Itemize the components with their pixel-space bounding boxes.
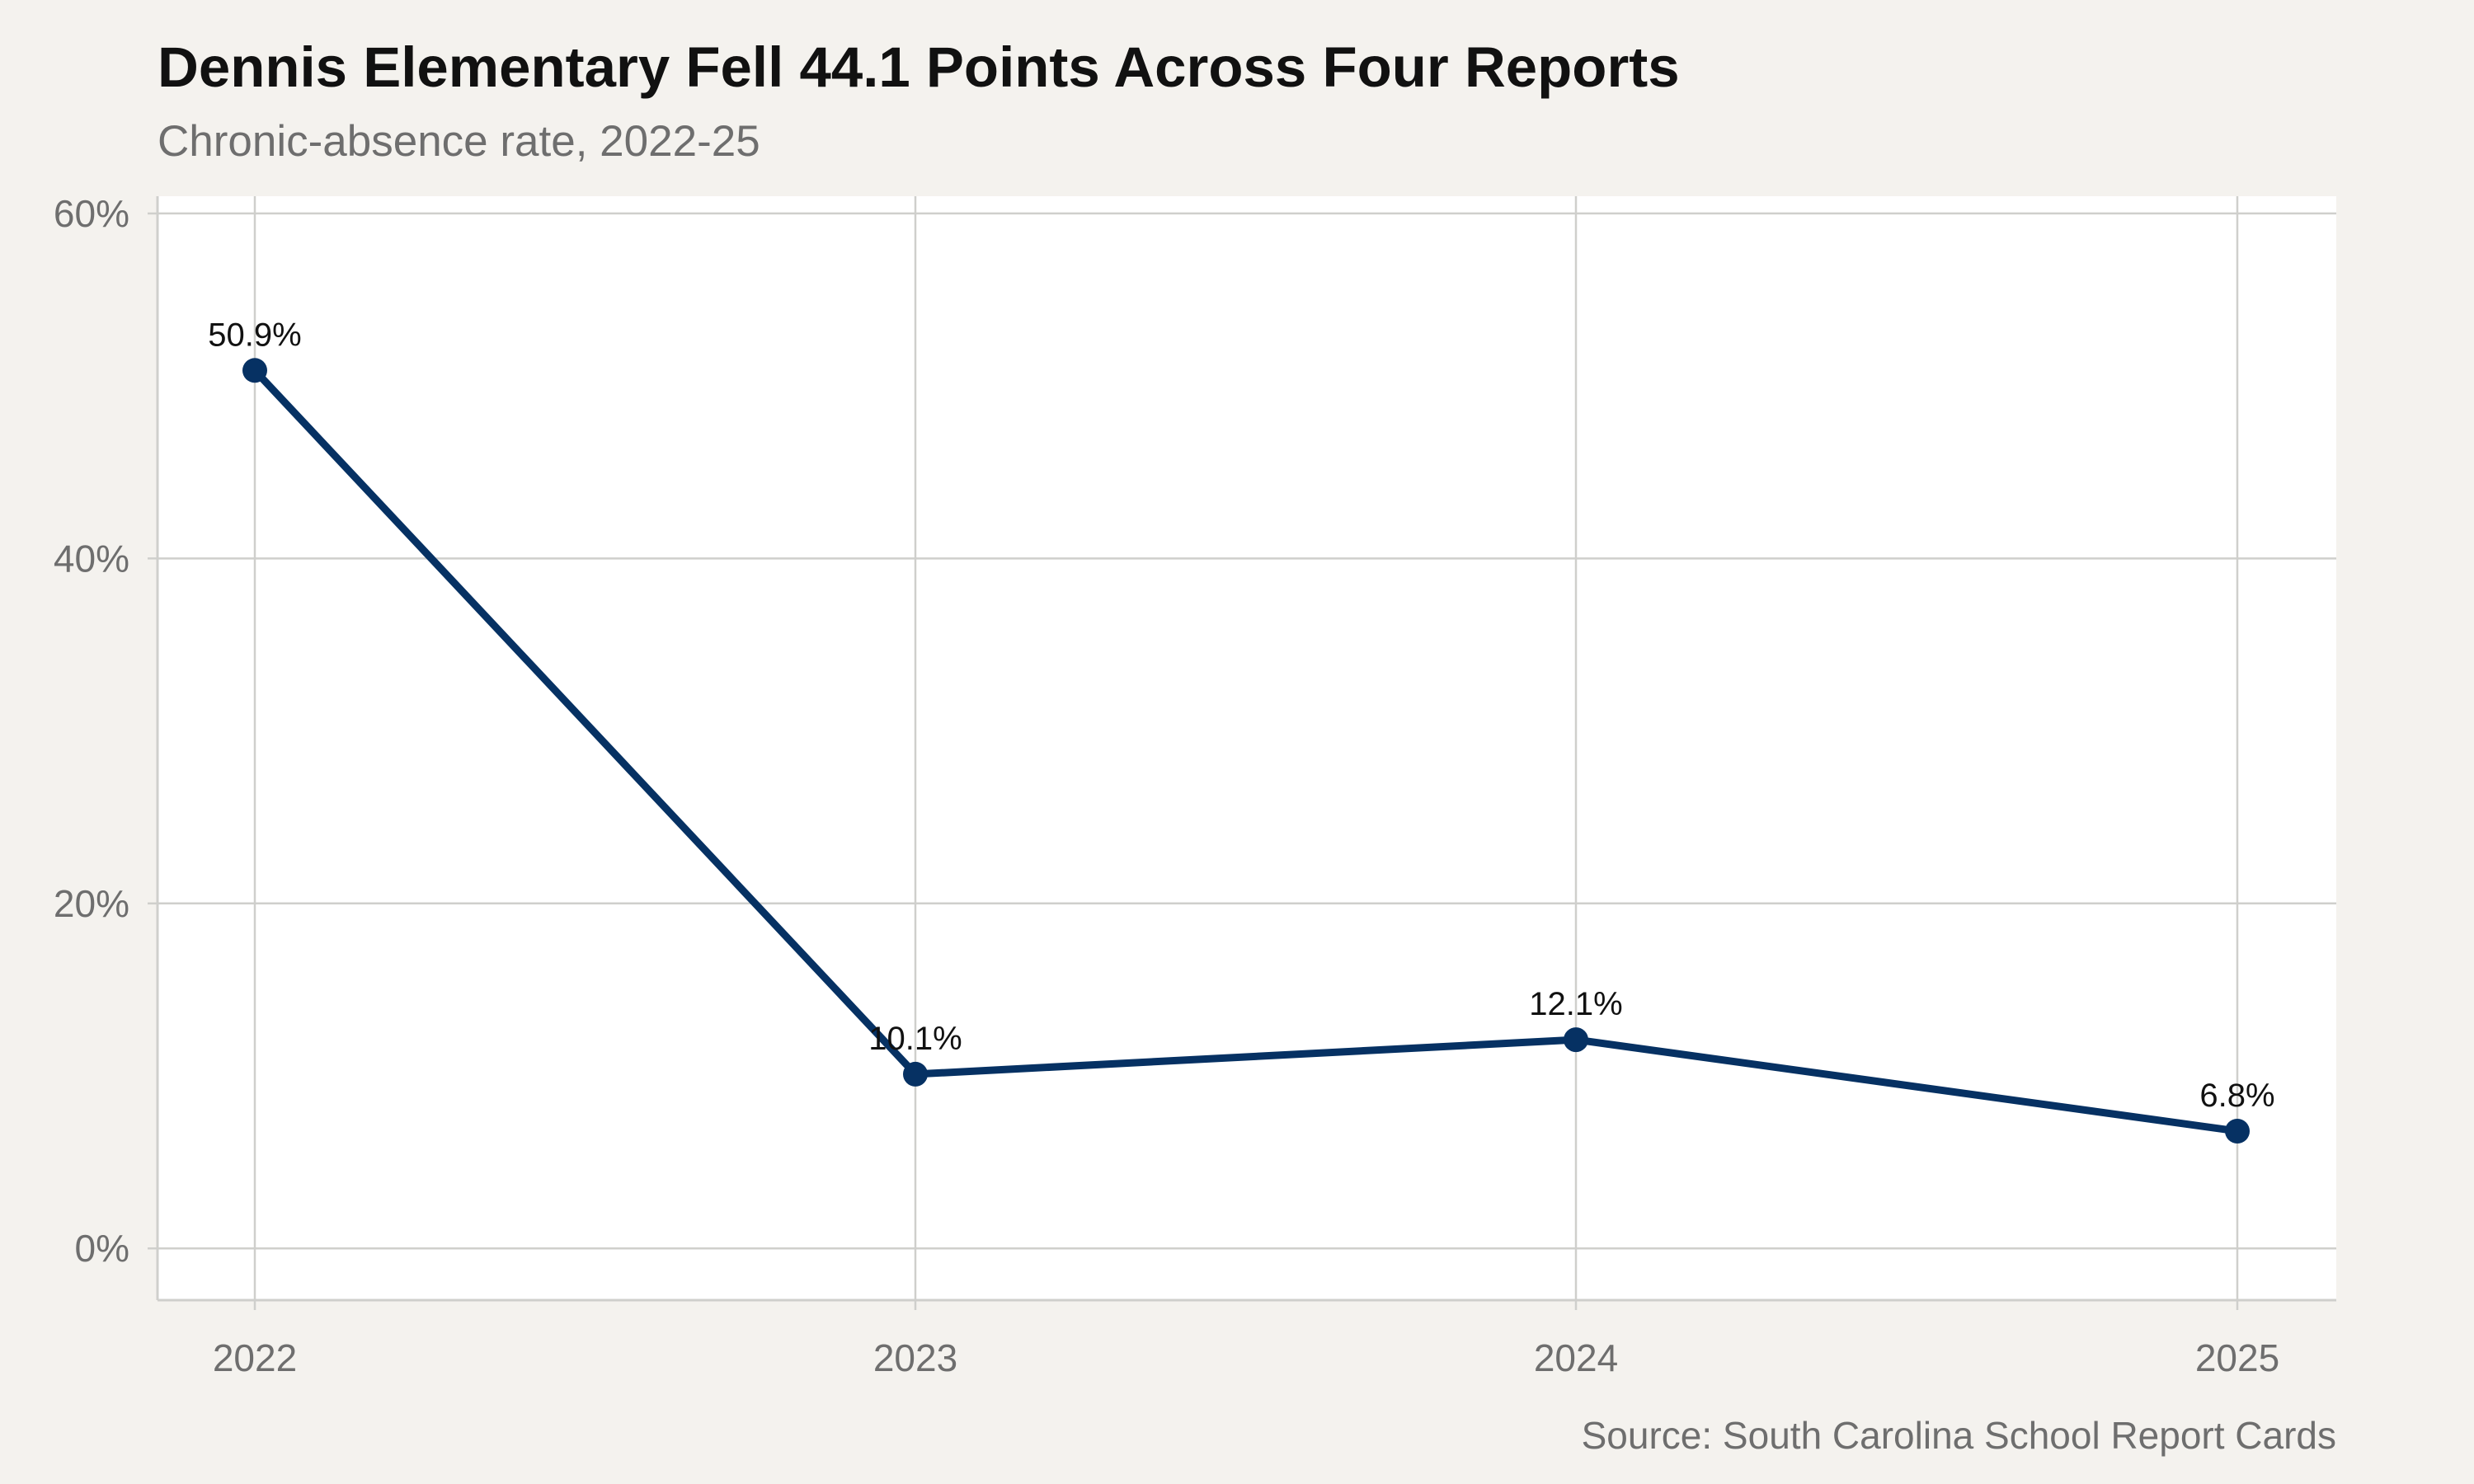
data-label: 6.8% [2199, 1078, 2274, 1114]
x-tick-label: 2022 [213, 1336, 297, 1379]
x-tick-label: 2023 [873, 1336, 957, 1379]
chart-subtitle: Chronic-absence rate, 2022-25 [158, 117, 760, 166]
x-tick-label: 2025 [2195, 1336, 2279, 1379]
y-tick-label: 20% [54, 882, 129, 925]
series-line [251, 366, 2241, 1135]
y-tick-label: 60% [54, 192, 129, 235]
x-tick-label: 2024 [1534, 1336, 1618, 1379]
source-note: Source: South Carolina School Report Car… [1581, 1414, 2336, 1457]
data-label: 50.9% [208, 317, 301, 353]
chart-title: Dennis Elementary Fell 44.1 Points Acros… [158, 35, 1680, 99]
data-point [242, 358, 267, 383]
data-label: 12.1% [1529, 986, 1622, 1022]
y-tick-label: 0% [75, 1227, 129, 1270]
data-point [1564, 1027, 1588, 1053]
data-point [2225, 1118, 2250, 1144]
data-label: 10.1% [868, 1021, 962, 1057]
y-tick-label: 40% [54, 537, 129, 580]
plot-panel [158, 196, 2336, 1300]
data-point [903, 1061, 928, 1087]
